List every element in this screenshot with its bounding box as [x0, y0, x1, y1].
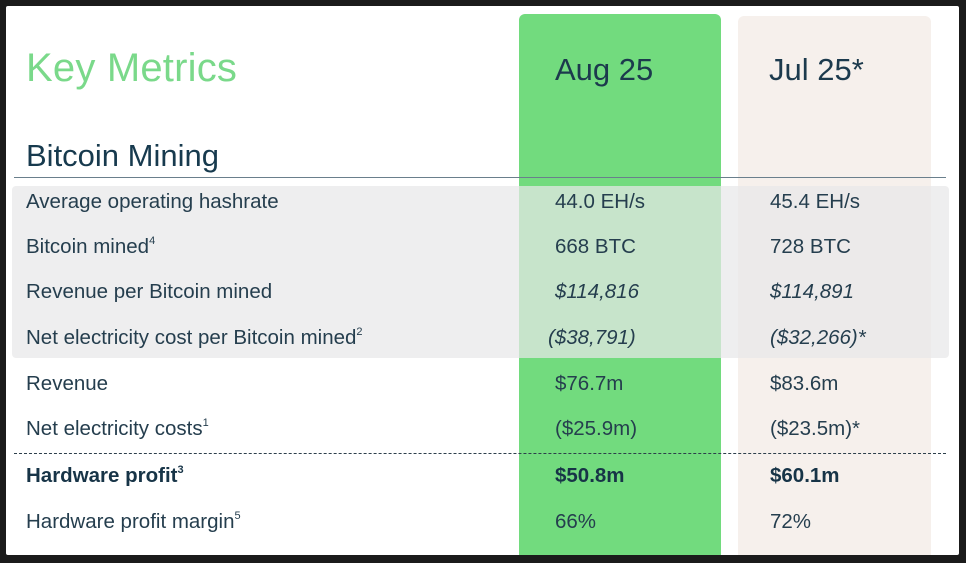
total-divider	[14, 453, 946, 454]
row-label: Bitcoin mined4	[26, 235, 156, 258]
shaded-row-band	[12, 186, 949, 358]
row-label: Revenue	[26, 372, 109, 395]
column-header-aug-25: Aug 25	[555, 52, 654, 87]
value-aug: 668 BTC	[555, 235, 636, 258]
value-jul: 72%	[770, 510, 812, 533]
table-row-hardware-profit-margin: Hardware profit margin5 66% 72%	[6, 510, 959, 555]
table-row-bitcoin-mined: Bitcoin mined4 668 BTC 728 BTC	[6, 235, 959, 281]
row-label: Average operating hashrate	[26, 190, 279, 213]
key-metrics-slide: Key Metrics Aug 25 Jul 25* Bitcoin Minin…	[6, 6, 959, 555]
value-aug: $50.8m	[555, 464, 625, 487]
row-label: Hardware profit3	[26, 464, 184, 487]
row-label: Revenue per Bitcoin mined	[26, 280, 273, 303]
value-aug: $114,816	[555, 280, 639, 303]
section-divider	[14, 177, 946, 178]
column-header-jul-25: Jul 25*	[769, 52, 864, 87]
page-title: Key Metrics	[26, 46, 238, 90]
value-jul: ($32,266)*	[770, 326, 866, 349]
value-aug: 44.0 EH/s	[555, 190, 646, 213]
table-row-average-operating-hashrate: Average operating hashrate 44.0 EH/s 45.…	[6, 190, 959, 236]
value-jul: $83.6m	[770, 372, 839, 395]
value-jul: ($23.5m)*	[770, 417, 861, 440]
row-label: Net electricity costs1	[26, 417, 209, 440]
section-title: Bitcoin Mining	[26, 138, 219, 173]
value-aug: $76.7m	[555, 372, 624, 395]
table-row-hardware-profit: Hardware profit3 $50.8m $60.1m	[6, 464, 959, 510]
row-label: Net electricity cost per Bitcoin mined2	[26, 326, 363, 349]
value-jul: 728 BTC	[770, 235, 851, 258]
table-row-revenue: Revenue $76.7m $83.6m	[6, 372, 959, 418]
value-jul: $60.1m	[770, 464, 840, 487]
table-row-net-electricity-cost-per-bitcoin: Net electricity cost per Bitcoin mined2 …	[6, 326, 959, 372]
value-jul: 45.4 EH/s	[770, 190, 861, 213]
value-aug: 66%	[555, 510, 597, 533]
table-row-net-electricity-costs: Net electricity costs1 ($25.9m) ($23.5m)…	[6, 417, 959, 463]
row-label: Hardware profit margin5	[26, 510, 241, 533]
value-jul: $114,891	[770, 280, 854, 303]
table-row-revenue-per-bitcoin: Revenue per Bitcoin mined $114,816 $114,…	[6, 280, 959, 326]
value-aug: ($38,791)	[548, 326, 636, 349]
value-aug: ($25.9m)	[555, 417, 638, 440]
